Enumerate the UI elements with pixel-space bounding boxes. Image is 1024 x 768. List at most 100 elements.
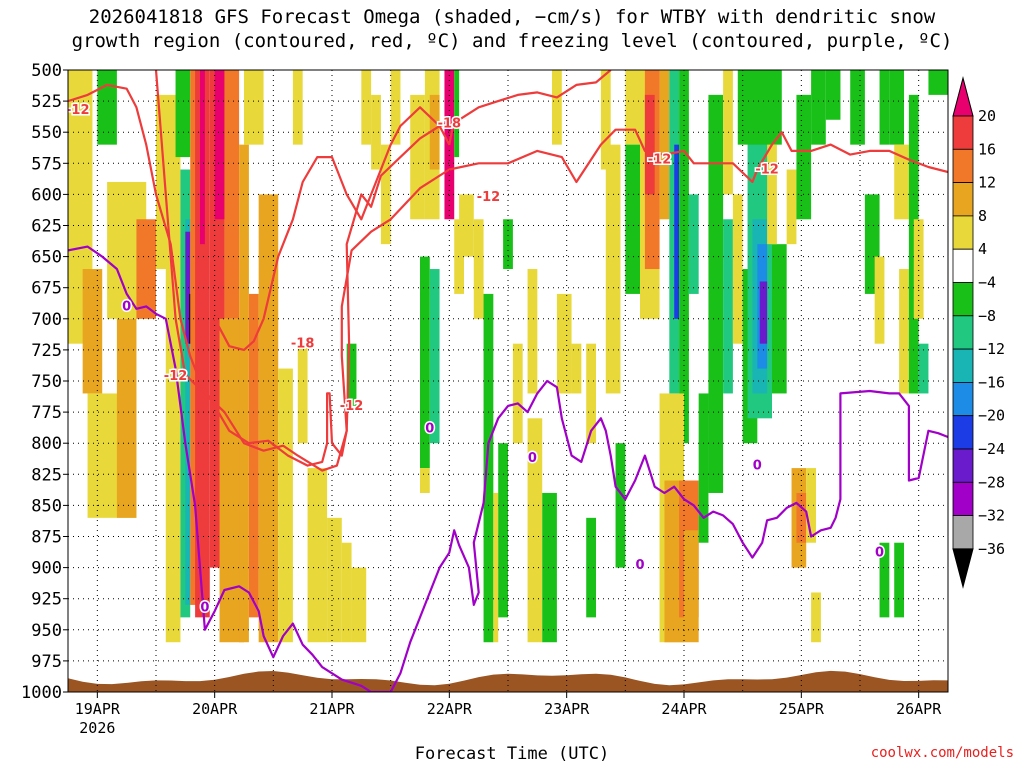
omega-cell bbox=[894, 144, 909, 220]
colorbar-swatch bbox=[952, 348, 974, 383]
omega-cell bbox=[380, 144, 391, 245]
omega-cell bbox=[879, 70, 890, 145]
omega-cell bbox=[97, 70, 117, 145]
omega-cell bbox=[483, 293, 494, 643]
x-tick-label: 20APR bbox=[192, 700, 238, 718]
omega-cell bbox=[600, 70, 611, 170]
colorbar-label: −8 bbox=[978, 307, 996, 325]
omega-cell bbox=[371, 94, 381, 170]
omega-cell bbox=[292, 70, 303, 145]
y-tick-label: 875 bbox=[31, 528, 62, 548]
colorbar-label: −4 bbox=[978, 274, 996, 292]
omega-cell bbox=[116, 318, 137, 518]
y-tick-label: 925 bbox=[31, 590, 62, 610]
omega-cell bbox=[767, 144, 777, 245]
omega-cell bbox=[669, 70, 680, 394]
omega-cell bbox=[625, 144, 640, 294]
omega-cell bbox=[136, 219, 156, 319]
omega-cell bbox=[928, 70, 948, 95]
omega-cell bbox=[420, 468, 430, 493]
y-tick-label: 1000 bbox=[21, 683, 62, 703]
omega-cell bbox=[825, 70, 841, 120]
omega-cell bbox=[786, 169, 797, 245]
omega-cell bbox=[625, 70, 640, 145]
x-tick-label: 25APR bbox=[779, 700, 825, 718]
omega-cell bbox=[258, 194, 279, 643]
y-tick-label: 775 bbox=[31, 403, 62, 423]
omega-cell bbox=[796, 492, 807, 543]
omega-cell bbox=[698, 393, 709, 543]
contour-label-zero: 0 bbox=[122, 299, 131, 314]
omega-cell bbox=[708, 94, 724, 493]
colorbar-swatch bbox=[952, 515, 974, 550]
omega-cell bbox=[894, 542, 904, 618]
ground-surface bbox=[68, 670, 948, 692]
colorbar-swatch bbox=[952, 282, 974, 317]
y-tick-label: 900 bbox=[31, 559, 62, 579]
dgz-contour-minus12-lower bbox=[154, 70, 948, 472]
colorbar-label: −36 bbox=[978, 540, 1005, 558]
omega-cell bbox=[552, 70, 562, 145]
omega-cell bbox=[772, 244, 787, 394]
y-tick-label: 675 bbox=[31, 279, 62, 299]
y-tick-label: 600 bbox=[31, 185, 62, 205]
colorbar-label: −16 bbox=[978, 373, 1005, 391]
colorbar-swatch bbox=[952, 148, 974, 184]
omega-cell bbox=[796, 94, 812, 220]
omega-cell bbox=[674, 144, 680, 319]
omega-colorbar: 20 16 12 8 4 −4 −8 −12 −16 −20 −24 −28 −32 −36 bbox=[952, 76, 1005, 589]
omega-cell bbox=[811, 592, 821, 643]
contour-label-minus18: -18 bbox=[438, 116, 462, 131]
y-tick-label: 750 bbox=[31, 372, 62, 392]
omega-cell bbox=[351, 567, 367, 643]
omega-cell bbox=[200, 70, 205, 245]
colorbar-label: 20 bbox=[978, 107, 996, 125]
ground-terrain bbox=[68, 670, 948, 692]
y-tick-label: 850 bbox=[31, 496, 62, 516]
omega-cell bbox=[899, 269, 909, 394]
colorbar-top-arrow bbox=[952, 76, 974, 117]
omega-cell bbox=[248, 293, 259, 618]
y-tick-label: 975 bbox=[31, 652, 62, 672]
omega-cell bbox=[659, 70, 670, 220]
omega-cell bbox=[879, 542, 890, 618]
x-tick-label: 19APR bbox=[75, 700, 121, 718]
omega-cell bbox=[244, 70, 264, 145]
y-tick-label: 950 bbox=[31, 621, 62, 641]
colorbar-label: −24 bbox=[978, 440, 1005, 458]
colorbar-label: 4 bbox=[978, 240, 987, 258]
contour-label-minus12: -12 bbox=[477, 190, 501, 205]
x-tick-label: 23APR bbox=[544, 700, 590, 718]
omega-cell bbox=[341, 542, 352, 643]
omega-cell bbox=[390, 70, 401, 145]
contour-label-minus12: -12 bbox=[66, 103, 90, 118]
colorbar-label: 8 bbox=[978, 207, 987, 225]
omega-cell bbox=[307, 468, 328, 643]
y-tick-label: 800 bbox=[31, 434, 62, 454]
omega-cell bbox=[185, 231, 191, 344]
omega-cell bbox=[586, 517, 596, 618]
x-tick-label: 22APR bbox=[427, 700, 473, 718]
chart-title-line-1: 2026041818 GFS Forecast Omega (shaded, −… bbox=[88, 6, 936, 28]
omega-cell bbox=[327, 517, 342, 643]
omega-cell bbox=[459, 194, 474, 257]
omega-cell bbox=[811, 70, 826, 145]
omega-cell bbox=[723, 219, 733, 394]
contour-label-minus12: -12 bbox=[648, 153, 672, 168]
chart-title-line-2: growth region (contoured, red, ºC) and f… bbox=[71, 30, 953, 52]
contour-label-minus12: -12 bbox=[340, 399, 364, 414]
omega-cell bbox=[297, 343, 308, 444]
omega-cell bbox=[214, 70, 225, 220]
omega-cell bbox=[429, 269, 440, 444]
omega-cell bbox=[361, 70, 372, 145]
pressure-axis: 500 525 550 575 600 625 650 675 700 725 750 775 800 8… bbox=[21, 61, 68, 703]
omega-cell bbox=[527, 269, 538, 394]
dgz-contour-minus12-upper bbox=[68, 70, 612, 467]
y-tick-label: 625 bbox=[31, 217, 62, 237]
x-tick-sublabel: 2026 bbox=[79, 719, 115, 737]
contour-label-zero: 0 bbox=[635, 558, 644, 573]
omega-cell bbox=[498, 443, 508, 618]
omega-cell bbox=[454, 70, 460, 158]
dgz-contour-minus18 bbox=[213, 106, 460, 351]
credit-text: coolwx.com/models bbox=[870, 745, 1014, 761]
